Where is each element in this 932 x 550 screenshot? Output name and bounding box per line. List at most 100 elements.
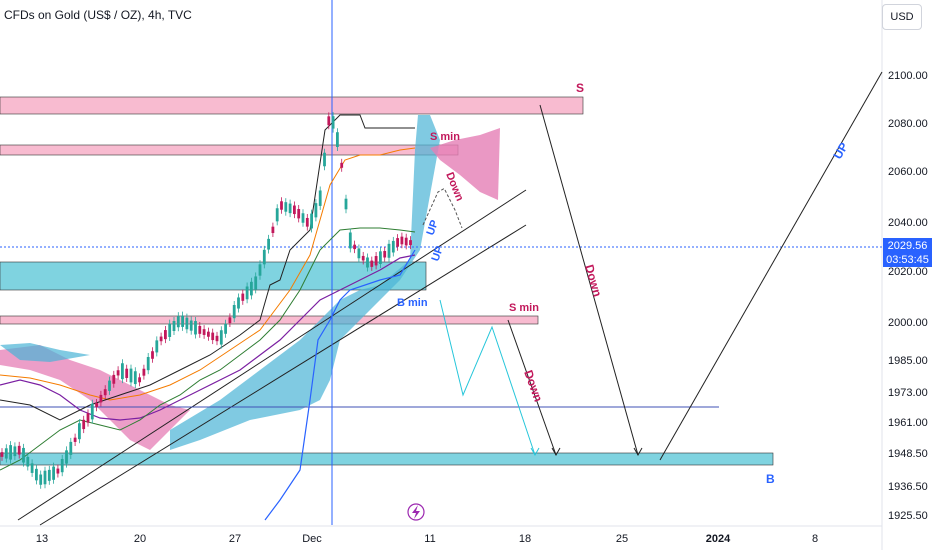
candle-body xyxy=(142,368,146,376)
candle-body xyxy=(327,116,331,126)
candle-body xyxy=(138,377,141,383)
price-axis[interactable]: 2100.00 2080.00 2060.00 2040.00 2020.00 2000.… xyxy=(888,70,928,522)
candle-body xyxy=(228,317,232,324)
candle-body xyxy=(47,469,51,481)
bullish-cloud xyxy=(170,115,440,450)
y-tick-label: 1925.50 xyxy=(888,510,928,522)
candle-body xyxy=(99,394,103,403)
candle-body xyxy=(232,304,236,319)
bullish-cloud-left xyxy=(0,343,90,362)
candle-body xyxy=(357,248,361,259)
projection-path-down-2 xyxy=(539,104,639,456)
candle-body xyxy=(241,293,245,301)
arrowhead-down-1 xyxy=(551,447,561,457)
future-bearish-cloud xyxy=(430,128,500,200)
support-zone-b xyxy=(0,452,774,466)
candle-body xyxy=(215,335,219,342)
candle-body xyxy=(172,321,176,331)
candle-body xyxy=(391,240,395,253)
candle-body xyxy=(4,448,8,459)
projection-path-up xyxy=(659,71,883,461)
candle-body xyxy=(125,368,129,378)
y-tick-label: 1936.50 xyxy=(888,481,928,493)
candle-body xyxy=(387,243,391,258)
y-tick-label: 2000.00 xyxy=(888,317,928,329)
annotation-up-small-1: UP xyxy=(425,219,442,237)
x-tick-label: 20 xyxy=(134,533,146,545)
candle-body xyxy=(331,116,335,129)
candle-body xyxy=(202,329,206,335)
candle-body xyxy=(146,357,150,371)
candle-body xyxy=(383,250,387,258)
candle-body xyxy=(262,249,266,265)
candle-body xyxy=(310,213,313,229)
resistance-zone-s-min-lower xyxy=(0,315,539,325)
projection-dashed-up xyxy=(422,187,446,226)
x-tick-label: 27 xyxy=(229,533,241,545)
candle-body xyxy=(129,368,133,383)
x-tick-label: 11 xyxy=(424,533,435,545)
candle-body xyxy=(318,190,322,206)
annotation-s-min-lower: S min xyxy=(509,302,539,314)
projection-path-cyan xyxy=(439,299,536,456)
currency-button[interactable]: USD xyxy=(882,4,922,30)
candle-body xyxy=(366,257,369,268)
arrowhead-down-2 xyxy=(633,447,643,457)
indicator-line-orange xyxy=(0,147,416,401)
candle-body xyxy=(185,317,189,330)
candle-body xyxy=(133,371,137,385)
candle-body xyxy=(275,208,279,222)
candle-body xyxy=(164,330,167,340)
indicator-line-black xyxy=(0,114,415,421)
current-price-value: 2029.56 xyxy=(887,240,928,252)
projection-dashed-down xyxy=(444,189,463,229)
candle-body xyxy=(9,445,12,460)
indicator-line-blue xyxy=(264,249,416,521)
y-tick-label: 2080.00 xyxy=(888,118,928,130)
candle-body xyxy=(284,202,288,212)
candle-body xyxy=(176,316,180,328)
candle-body xyxy=(90,403,94,420)
candle-body xyxy=(69,441,73,455)
candle-body xyxy=(293,205,296,215)
annotation-s-min-upper: S min xyxy=(430,131,460,143)
candle-body xyxy=(211,332,215,341)
candle-body xyxy=(13,446,17,457)
candle-body xyxy=(224,323,227,334)
candle-body xyxy=(305,217,309,227)
candle-body xyxy=(0,452,4,457)
y-tick-label: 1961.00 xyxy=(888,417,928,429)
time-axis[interactable]: 13 20 27 Dec 11 18 25 2024 8 xyxy=(36,533,818,545)
candle-body xyxy=(301,213,305,223)
candle-body xyxy=(22,447,25,463)
x-tick-label: 2024 xyxy=(706,533,731,545)
candle-body xyxy=(151,351,154,359)
candle-body xyxy=(65,450,68,464)
candle-body xyxy=(336,132,339,147)
candle-body xyxy=(250,281,253,296)
candle-body xyxy=(103,389,107,396)
x-tick-label: 8 xyxy=(812,533,818,545)
candle-body xyxy=(314,203,318,218)
candle-body xyxy=(370,260,374,267)
lightning-icon[interactable] xyxy=(407,503,425,521)
symbol-title[interactable]: CFDs on Gold (US$ / OZ), 4h, TVC xyxy=(4,8,192,22)
annotation-down-large: Down xyxy=(582,263,604,298)
candle-body xyxy=(168,323,172,337)
candle-body xyxy=(207,331,210,337)
annotation-down-mid: Down xyxy=(521,368,545,403)
x-tick-label: 25 xyxy=(616,533,628,545)
candle-body xyxy=(353,244,356,250)
candle-body xyxy=(245,286,249,300)
candle-body xyxy=(159,336,163,342)
candle-body xyxy=(400,236,404,245)
candle-body xyxy=(254,276,258,290)
candle-body xyxy=(155,340,159,353)
candle-body xyxy=(39,474,43,485)
candle-body xyxy=(35,468,38,481)
candle-body xyxy=(30,463,34,473)
candle-body xyxy=(78,423,81,440)
y-tick-label: 1948.50 xyxy=(888,448,928,460)
